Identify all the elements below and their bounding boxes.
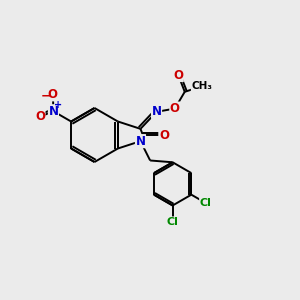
Text: N: N xyxy=(152,105,161,118)
Text: +: + xyxy=(55,100,63,110)
Text: Cl: Cl xyxy=(167,217,178,227)
Text: O: O xyxy=(173,68,183,82)
Text: O: O xyxy=(48,88,58,101)
Text: N: N xyxy=(49,105,58,118)
Text: O: O xyxy=(35,110,45,123)
Text: −: − xyxy=(41,89,52,102)
Text: O: O xyxy=(159,128,169,142)
Text: CH₃: CH₃ xyxy=(191,81,212,92)
Text: Cl: Cl xyxy=(200,198,212,208)
Text: O: O xyxy=(170,102,180,115)
Text: N: N xyxy=(136,135,146,148)
